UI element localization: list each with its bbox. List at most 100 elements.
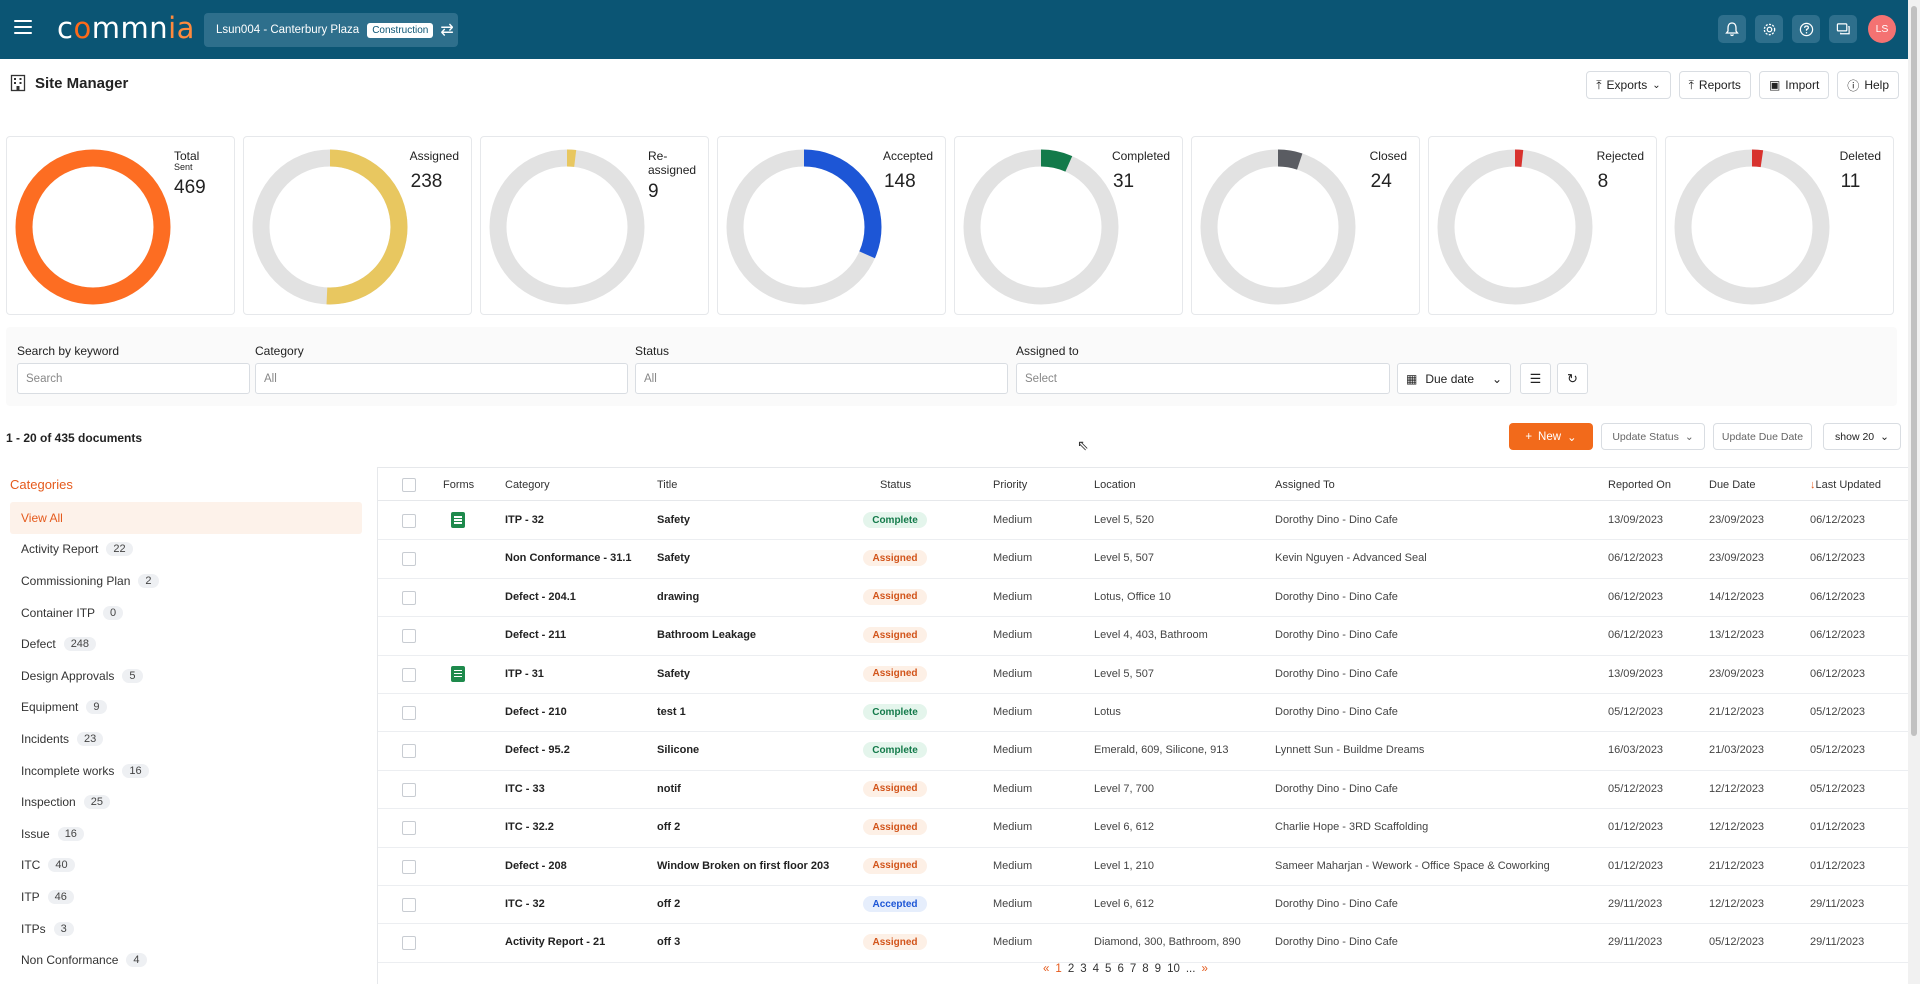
sidebar-item-non-conformance[interactable]: Non Conformance 4 (10, 944, 362, 976)
sidebar-item-itc[interactable]: ITC 40 (10, 850, 362, 882)
table-row[interactable]: ITP - 32 Safety Medium Level 5, 520 Dorothy … (378, 502, 1911, 541)
row-checkbox[interactable] (402, 936, 416, 951)
form-document-icon[interactable] (451, 512, 465, 528)
col-priority[interactable]: Priority (993, 479, 1028, 491)
col-last-updated[interactable]: ↓Last Updated (1810, 479, 1881, 491)
status-select[interactable]: All (635, 363, 1008, 394)
col-due-date[interactable]: Due Date (1709, 479, 1756, 491)
row-checkbox[interactable] (402, 744, 416, 759)
pagination-next-icon[interactable]: » (1201, 963, 1208, 975)
col-status[interactable]: Status (880, 479, 912, 491)
page-scrollbar[interactable] (1908, 0, 1920, 984)
reports-button[interactable]: ⤒ Reports (1678, 71, 1751, 99)
settings-gear-icon[interactable] (1755, 15, 1783, 43)
card-deleted[interactable]: Deleted 11 (1665, 136, 1894, 315)
reset-filter-button[interactable]: ↻ (1557, 363, 1588, 394)
table-row[interactable]: Defect - 204.1 drawing Medium Lotus, Office… (378, 579, 1911, 618)
assigned-to-select[interactable]: Select (1016, 363, 1390, 394)
sidebar-item-equipment[interactable]: Equipment 9 (10, 692, 362, 724)
col-assigned-to[interactable]: Assigned To (1275, 479, 1335, 491)
notifications-bell-icon[interactable] (1718, 15, 1746, 43)
card-reassigned[interactable]: Re-assigned 9 (480, 136, 709, 315)
col-location[interactable]: Location (1094, 479, 1136, 491)
card-closed[interactable]: Closed 24 (1191, 136, 1420, 315)
sidebar-item-view-all[interactable]: View All (10, 502, 362, 534)
pagination-page[interactable]: 8 (1142, 963, 1149, 975)
advanced-filter-button[interactable]: ☰ (1520, 363, 1551, 394)
sidebar-item-defect[interactable]: Defect 248 (10, 628, 362, 660)
row-checkbox[interactable] (402, 782, 416, 797)
pagination-page[interactable]: 3 (1080, 963, 1087, 975)
cell-title[interactable]: notif (657, 782, 681, 795)
table-row[interactable]: Defect - 208 Window Broken on first floor… (378, 848, 1911, 886)
sidebar-item-incomplete-works[interactable]: Incomplete works 16 (10, 755, 362, 787)
pagination-page[interactable]: 9 (1154, 963, 1162, 975)
table-row[interactable]: ITP - 31 Safety Medium Level 5, 507 Dorothy … (378, 656, 1911, 694)
col-category[interactable]: Category (505, 479, 550, 491)
page-size-select[interactable]: show 20 ⌄ (1823, 423, 1901, 450)
update-status-button[interactable]: Update Status ⌄ (1601, 423, 1705, 450)
form-document-icon[interactable] (451, 665, 465, 682)
pagination-page[interactable]: 4 (1092, 963, 1100, 975)
card-completed[interactable]: Completed 31 (954, 136, 1183, 315)
row-checkbox[interactable] (402, 629, 416, 644)
row-checkbox[interactable] (402, 898, 416, 912)
pagination-page[interactable]: 2 (1067, 963, 1075, 975)
due-date-dropdown[interactable]: ▦ Due date ⌄ (1397, 363, 1511, 394)
card-rejected[interactable]: Rejected 8 (1428, 136, 1657, 315)
cell-title[interactable]: Safety (657, 514, 691, 526)
category-select[interactable]: All (255, 363, 628, 394)
card-accepted[interactable]: Accepted 148 (717, 136, 946, 315)
sidebar-item-itps[interactable]: ITPs 3 (10, 913, 362, 945)
pagination-page[interactable]: 1 (1055, 963, 1062, 975)
project-switcher[interactable]: Lsun004 - Canterbury Plaza Construction … (204, 13, 458, 47)
chat-icon[interactable] (1829, 15, 1857, 43)
commnia-logo[interactable]: commnia (57, 11, 195, 45)
cell-title[interactable]: Safety (657, 552, 691, 565)
col-forms[interactable]: Forms (443, 479, 475, 491)
table-row[interactable]: ITC - 32.2 off 2 Medium Level 6, 612 Charlie… (378, 809, 1911, 848)
cell-title[interactable]: drawing (657, 590, 700, 603)
row-checkbox[interactable] (402, 706, 416, 720)
pagination-ellipsis[interactable]: ... (1185, 963, 1196, 975)
pagination-prev-icon[interactable]: « (1043, 963, 1050, 975)
row-checkbox[interactable] (402, 552, 416, 567)
table-row[interactable]: Defect - 95.2 Silicone Medium Emerald, 609,… (378, 732, 1911, 771)
row-checkbox[interactable] (402, 667, 416, 682)
select-all-checkbox[interactable] (402, 478, 416, 492)
search-input[interactable]: Search (17, 363, 250, 394)
cell-title[interactable]: Bathroom Leakage (657, 629, 757, 642)
pagination-page[interactable]: 5 (1105, 963, 1112, 975)
new-document-button[interactable]: + New ⌄ (1509, 423, 1593, 450)
sidebar-item-inspection[interactable]: Inspection 25 (10, 786, 362, 818)
help-button[interactable]: ⓘ Help (1837, 71, 1899, 99)
pagination-page[interactable]: 7 (1129, 963, 1137, 975)
table-row[interactable]: Defect - 211 Bathroom Leakage Medium Level … (378, 617, 1911, 656)
table-row[interactable]: Non Conformance - 31.1 Safety Medium Level … (378, 540, 1911, 579)
table-row[interactable]: Activity Report - 21 off 3 Medium Diamond, … (378, 924, 1911, 963)
cell-title[interactable]: off 2 (657, 821, 681, 834)
sidebar-item-issue[interactable]: Issue 16 (10, 818, 362, 850)
cell-title[interactable]: Silicone (657, 744, 700, 757)
cell-title[interactable]: off 2 (657, 898, 681, 910)
cell-title[interactable]: off 3 (657, 936, 681, 949)
sidebar-item-design-approvals[interactable]: Design Approvals 5 (10, 660, 362, 692)
menu-icon[interactable] (14, 20, 32, 34)
card-total[interactable]: Total Sent 469 (6, 136, 235, 315)
sidebar-item-commissioning-plan[interactable]: Commissioning Plan 2 (10, 565, 362, 597)
user-avatar[interactable]: LS (1868, 15, 1896, 43)
table-row[interactable]: ITC - 33 notif Medium Level 7, 700 Dorothy D… (378, 771, 1911, 810)
pagination-page[interactable]: 6 (1117, 963, 1124, 975)
import-button[interactable]: ▣ Import (1758, 71, 1830, 99)
cell-title[interactable]: test 1 (657, 706, 686, 718)
table-row[interactable]: ITC - 32 off 2 Medium Level 6, 612 Dorothy D… (378, 886, 1911, 925)
sidebar-item-activity-report[interactable]: Activity Report 22 (10, 534, 362, 566)
help-question-icon[interactable] (1792, 15, 1820, 43)
exports-button[interactable]: ⤒ Exports ⌄ (1586, 71, 1671, 99)
pagination-page[interactable]: 10 (1167, 963, 1180, 975)
scrollbar-thumb[interactable] (1911, 6, 1917, 736)
card-assigned[interactable]: Assigned 238 (243, 136, 472, 315)
row-checkbox[interactable] (402, 590, 416, 605)
sidebar-item-itp[interactable]: ITP 46 (10, 881, 362, 913)
col-title[interactable]: Title (657, 479, 678, 491)
